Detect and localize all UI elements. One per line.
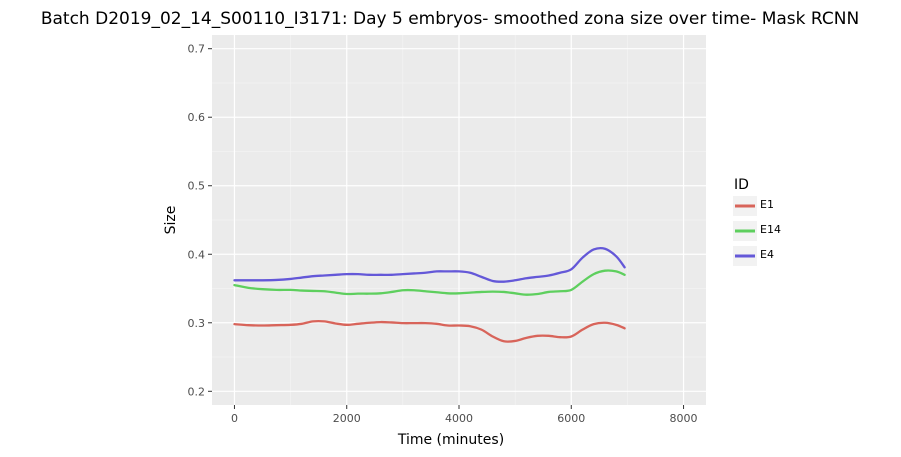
x-tick-label: 4000 xyxy=(445,412,473,425)
legend-label-e4: E4 xyxy=(760,248,774,261)
x-tick-label: 8000 xyxy=(670,412,698,425)
x-axis-title: Time (minutes) xyxy=(397,432,504,448)
series-line-e4 xyxy=(233,246,626,283)
series-line-e1 xyxy=(233,319,626,343)
grid-lines xyxy=(212,35,706,405)
chart-title: Batch D2019_02_14_S00110_I3171: Day 5 em… xyxy=(41,9,859,29)
legend: ID E1 E14 E4 xyxy=(733,177,781,266)
x-tick-label: 0 xyxy=(231,412,238,425)
y-tick-label: 0.6 xyxy=(188,111,206,124)
axes: 0 2000 4000 6000 8000 0.2 0.3 0.4 0.5 0.6 0.7 xyxy=(188,43,698,425)
series-line-e14 xyxy=(233,269,626,296)
y-axis-title: Size xyxy=(163,206,179,235)
series-lines xyxy=(233,246,626,343)
y-tick-label: 0.3 xyxy=(188,317,206,330)
y-tick-label: 0.2 xyxy=(188,385,206,398)
x-tick-label: 6000 xyxy=(557,412,585,425)
y-tick-label: 0.7 xyxy=(188,43,206,56)
y-tick-label: 0.5 xyxy=(188,180,206,193)
legend-title: ID xyxy=(734,177,749,193)
x-tick-label: 2000 xyxy=(333,412,361,425)
y-tick-label: 0.4 xyxy=(188,248,206,261)
legend-label-e1: E1 xyxy=(760,198,774,211)
legend-label-e14: E14 xyxy=(760,223,781,236)
